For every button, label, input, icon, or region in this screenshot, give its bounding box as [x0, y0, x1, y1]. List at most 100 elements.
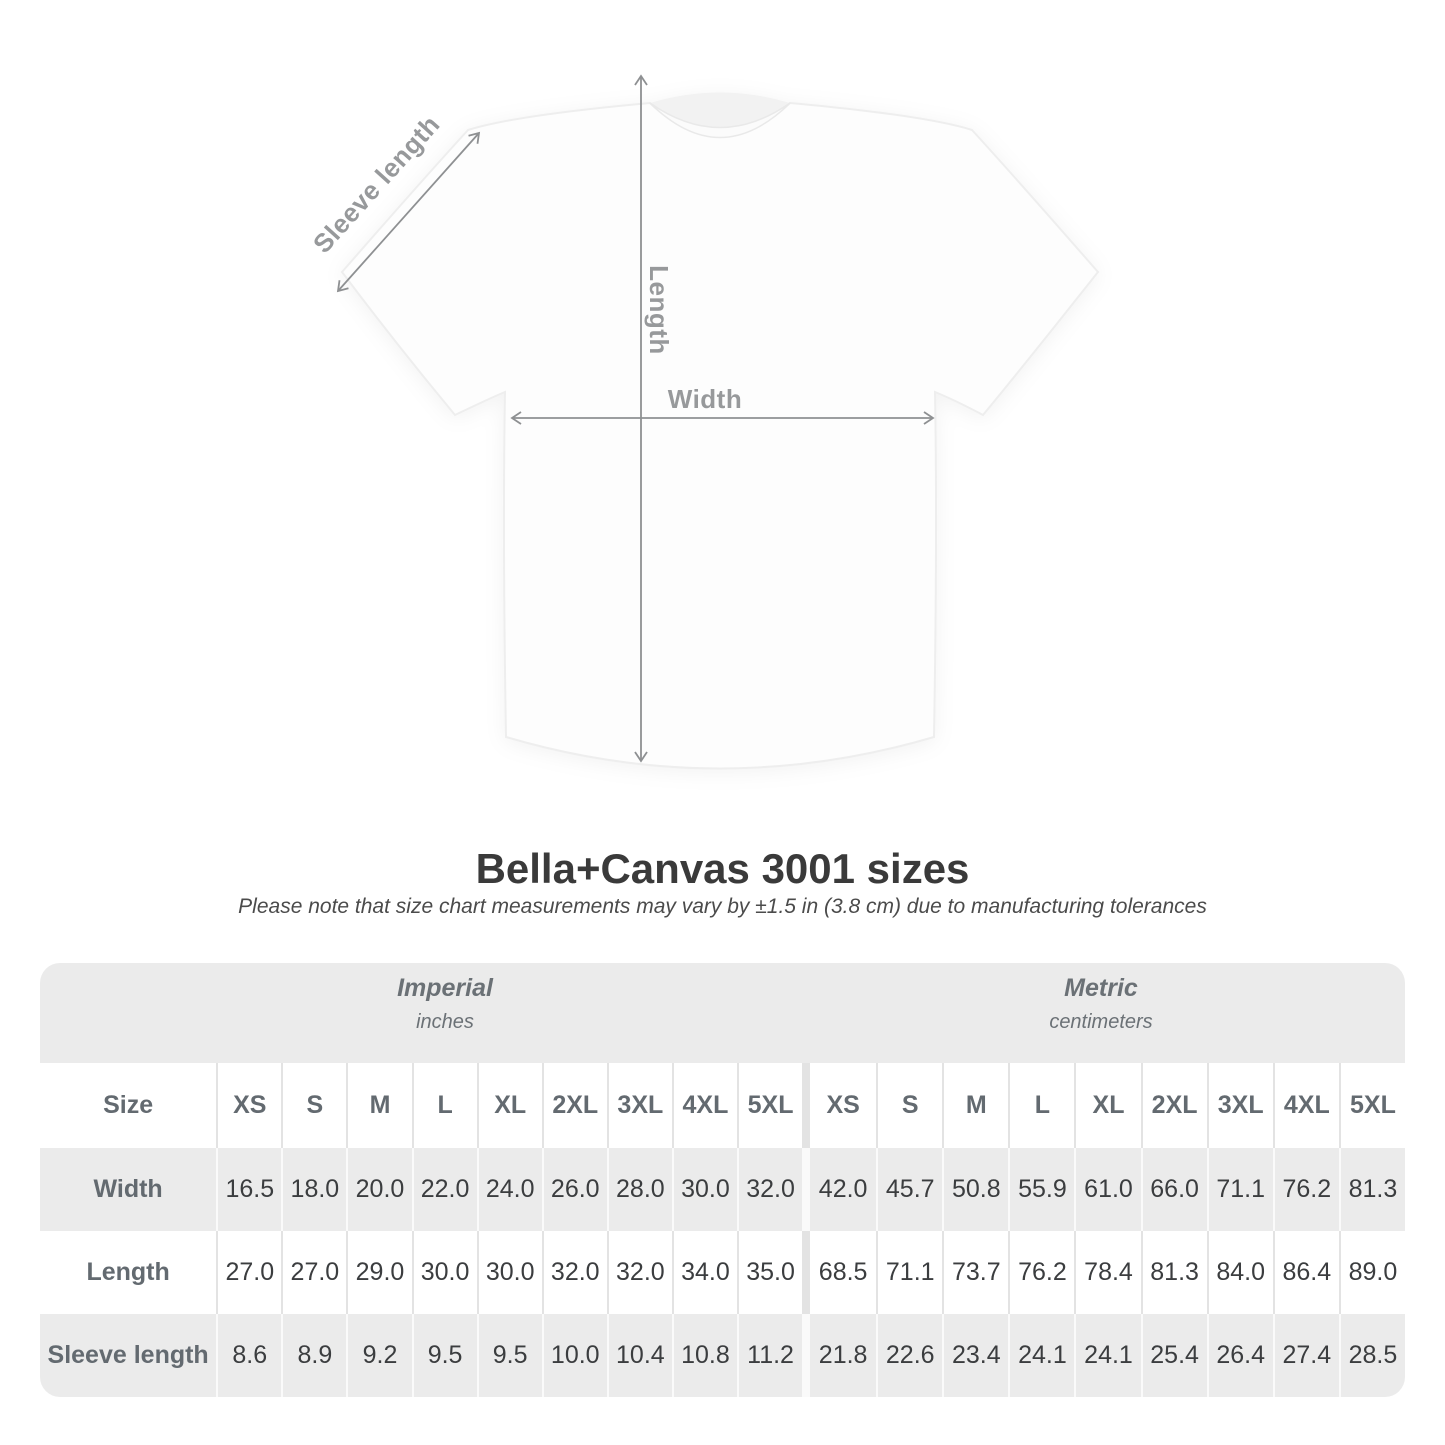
size-column-header: 3XL [606, 1063, 672, 1148]
width-row: Width 16.5 18.0 20.0 22.0 24.0 26.0 28.0… [40, 1148, 1405, 1231]
size-column-header: 2XL [541, 1063, 607, 1148]
size-column-header: XS [810, 1063, 877, 1148]
size-column-header: S [281, 1063, 347, 1148]
value-cell: 8.9 [281, 1314, 347, 1397]
value-cell: 50.8 [942, 1148, 1009, 1231]
value-cell: 18.0 [281, 1148, 347, 1231]
value-cell: 66.0 [1140, 1148, 1207, 1231]
value-cell: 81.3 [1338, 1148, 1405, 1231]
length-row: Length 27.0 27.0 29.0 30.0 30.0 32.0 32.… [40, 1231, 1405, 1314]
metric-group-header: Metric centimeters [1049, 974, 1152, 1034]
value-cell: 30.0 [671, 1148, 737, 1231]
value-cell: 16.5 [216, 1148, 282, 1231]
size-column-header: 2XL [1140, 1063, 1207, 1148]
value-cell: 26.0 [541, 1148, 607, 1231]
value-cell: 32.0 [737, 1148, 803, 1231]
row-label-length: Length [40, 1231, 217, 1314]
value-cell: 76.2 [1272, 1148, 1339, 1231]
value-cell: 24.0 [476, 1148, 542, 1231]
length-label: Length [644, 265, 674, 355]
sleeve-length-row: Sleeve length 8.6 8.9 9.2 9.5 9.5 10.0 1… [40, 1314, 1405, 1397]
row-label-width: Width [40, 1148, 217, 1231]
value-cell: 21.8 [810, 1314, 877, 1397]
collar [649, 102, 791, 139]
size-column-header: XL [476, 1063, 542, 1148]
group-divider [802, 1314, 811, 1397]
width-label: Width [668, 384, 742, 414]
value-cell: 68.5 [810, 1231, 877, 1314]
metric-unit: centimeters [1049, 1011, 1153, 1033]
group-divider [802, 1231, 811, 1314]
value-cell: 28.5 [1338, 1314, 1405, 1397]
value-cell: 29.0 [346, 1231, 412, 1314]
value-cell: 10.4 [606, 1314, 672, 1397]
neck-opening [650, 92, 790, 128]
value-cell: 71.1 [1206, 1148, 1273, 1231]
value-cell: 35.0 [737, 1231, 803, 1314]
imperial-group-header: Imperial inches [397, 974, 493, 1034]
value-cell: 10.8 [671, 1314, 737, 1397]
value-cell: 55.9 [1008, 1148, 1075, 1231]
value-cell: 89.0 [1338, 1231, 1405, 1314]
group-divider [802, 1063, 811, 1148]
value-cell: 25.4 [1140, 1314, 1207, 1397]
value-cell: 23.4 [942, 1314, 1009, 1397]
imperial-unit: inches [416, 1011, 474, 1033]
sleeve-length-arrow [336, 131, 481, 293]
value-cell: 78.4 [1074, 1231, 1141, 1314]
size-chart-table: Imperial inches Metric centimeters Size … [40, 963, 1405, 1397]
size-column-header: L [411, 1063, 477, 1148]
group-divider [802, 1148, 811, 1231]
value-cell: 86.4 [1272, 1231, 1339, 1314]
value-cell: 34.0 [671, 1231, 737, 1314]
size-column-header: 3XL [1206, 1063, 1273, 1148]
value-cell: 11.2 [737, 1314, 803, 1397]
size-column-header: 5XL [1338, 1063, 1405, 1148]
value-cell: 76.2 [1008, 1231, 1075, 1314]
value-cell: 84.0 [1206, 1231, 1273, 1314]
page-title: Bella+Canvas 3001 sizes [475, 845, 970, 892]
value-cell: 20.0 [346, 1148, 412, 1231]
size-column-header: XL [1074, 1063, 1141, 1148]
tolerance-note: Please note that size chart measurements… [238, 895, 1207, 918]
value-cell: 73.7 [942, 1231, 1009, 1314]
value-cell: 10.0 [541, 1314, 607, 1397]
row-label-sleeve-length: Sleeve length [40, 1314, 217, 1397]
value-cell: 27.4 [1272, 1314, 1339, 1397]
size-column-header: 5XL [737, 1063, 803, 1148]
size-corner-label: Size [40, 1063, 217, 1148]
metric-label: Metric [1064, 974, 1138, 1002]
size-column-header: M [346, 1063, 412, 1148]
value-cell: 81.3 [1140, 1231, 1207, 1314]
value-cell: 8.6 [216, 1314, 282, 1397]
value-cell: 32.0 [606, 1231, 672, 1314]
value-cell: 22.6 [876, 1314, 943, 1397]
size-column-header: XS [216, 1063, 282, 1148]
tshirt-silhouette [340, 101, 1100, 770]
value-cell: 9.5 [476, 1314, 542, 1397]
value-cell: 9.2 [346, 1314, 412, 1397]
value-cell: 61.0 [1074, 1148, 1141, 1231]
size-column-header: 4XL [671, 1063, 737, 1148]
tshirt-diagram: Sleeve length Length Width [307, 74, 1100, 770]
value-cell: 45.7 [876, 1148, 943, 1231]
size-header-row: Size XS S M L XL 2XL 3XL 4XL 5XL XS S M … [40, 1063, 1405, 1148]
size-column-header: S [876, 1063, 943, 1148]
imperial-label: Imperial [397, 974, 493, 1002]
value-cell: 27.0 [281, 1231, 347, 1314]
value-cell: 30.0 [476, 1231, 542, 1314]
value-cell: 24.1 [1074, 1314, 1141, 1397]
size-column-header: 4XL [1272, 1063, 1339, 1148]
value-cell: 24.1 [1008, 1314, 1075, 1397]
value-cell: 30.0 [411, 1231, 477, 1314]
value-cell: 28.0 [606, 1148, 672, 1231]
tshirt-graphic [340, 92, 1100, 770]
value-cell: 9.5 [411, 1314, 477, 1397]
units-band-row: Imperial inches Metric centimeters [40, 963, 1405, 1063]
value-cell: 42.0 [810, 1148, 877, 1231]
measurement-arrows [336, 74, 935, 763]
size-column-header: L [1008, 1063, 1075, 1148]
value-cell: 71.1 [876, 1231, 943, 1314]
units-band: Imperial inches Metric centimeters [40, 963, 1405, 1063]
